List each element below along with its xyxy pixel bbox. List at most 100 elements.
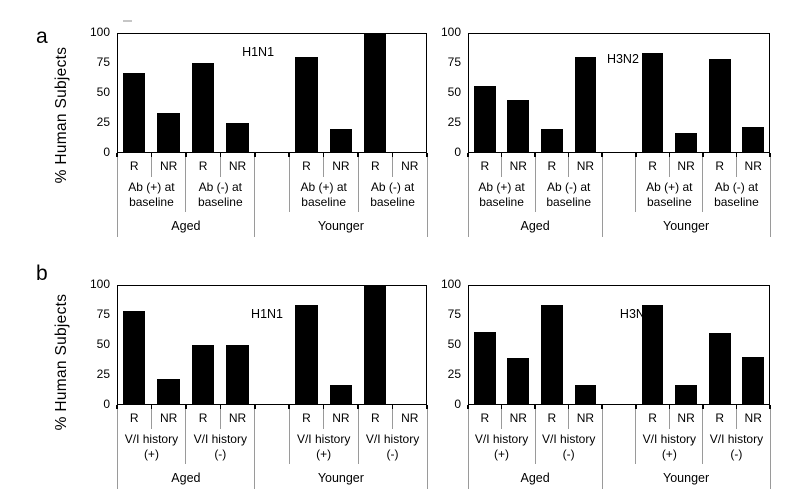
x-axis-tick xyxy=(426,405,428,409)
x-axis-footer: R NR Ab (+) at baseline R NR Ab (-) at baseline… xyxy=(116,153,428,238)
footer-divider xyxy=(116,405,118,489)
plot-frame xyxy=(468,33,770,153)
x-axis-tick xyxy=(185,153,187,157)
bar-slot xyxy=(535,33,569,153)
bar-slot xyxy=(502,33,536,153)
plot-area: H1N1 xyxy=(117,285,427,405)
bar-r xyxy=(191,345,215,405)
bar-nr xyxy=(226,345,249,405)
bar-nr xyxy=(226,123,249,153)
bar-slot xyxy=(569,285,603,405)
bar-r xyxy=(191,63,215,153)
footer-divider xyxy=(426,405,428,489)
subgroup-label: V/I history (-) xyxy=(703,430,770,464)
bar-category-label: NR xyxy=(744,159,762,173)
y-tick-label: 25 xyxy=(447,115,461,129)
subgroup-label-line: baseline xyxy=(370,195,415,209)
footer-divider xyxy=(357,405,359,464)
x-axis-tick xyxy=(219,153,222,157)
bar-r xyxy=(641,53,664,153)
bar-r xyxy=(540,305,563,405)
subgroup-label-line: (+) xyxy=(494,447,510,461)
footer-divider xyxy=(392,405,394,429)
x-axis-tick xyxy=(500,405,503,409)
footer-divider xyxy=(668,405,670,429)
y-tick-label: 75 xyxy=(96,307,110,321)
panel-a-letter: a xyxy=(36,25,48,48)
footer-divider xyxy=(735,405,737,429)
bar-slot xyxy=(636,285,670,405)
group-label: Younger xyxy=(317,219,364,233)
chart-title: H1N1 xyxy=(251,307,284,321)
subgroup-label: V/I history (+) xyxy=(117,430,186,464)
y-tick-label: 75 xyxy=(447,307,461,321)
y-tick-label: 25 xyxy=(447,367,461,381)
x-axis-tick xyxy=(391,405,394,409)
bar-r xyxy=(123,311,146,405)
footer-divider xyxy=(769,405,771,489)
panel-b-letter: b xyxy=(36,262,48,285)
y-tick-label: 75 xyxy=(96,55,110,69)
subgroup-label-line: V/I history xyxy=(709,432,764,446)
footer-divider xyxy=(568,153,570,177)
bar-category-label: NR xyxy=(228,159,247,173)
y-axis-title-a: % Human Subjects xyxy=(53,46,70,184)
group-label: Aged xyxy=(520,471,550,485)
bar-nr xyxy=(507,100,530,153)
bar-category-label: NR xyxy=(401,411,419,425)
subgroup-label-line: baseline xyxy=(129,195,174,209)
x-axis-tick xyxy=(702,405,704,409)
x-axis-tick xyxy=(534,405,536,409)
footer-divider xyxy=(601,405,603,489)
x-axis-tick xyxy=(467,153,469,157)
bar-nr xyxy=(742,126,765,153)
subgroup-label-line: baseline xyxy=(714,195,759,209)
bar-r xyxy=(708,333,731,405)
subgroup-label: V/I history (+) xyxy=(289,430,358,464)
x-axis-tick xyxy=(357,405,359,409)
chart-b-h3n2: H3N2 0 25 50 75 100 R NR V/I history (+) R NR V/I hi… xyxy=(441,277,771,489)
bar-nr xyxy=(675,384,698,405)
bar-slot xyxy=(117,285,151,405)
footer-divider xyxy=(185,153,187,212)
group-label: Younger xyxy=(663,219,710,233)
y-tick-label: 0 xyxy=(103,145,110,159)
footer-divider xyxy=(702,405,704,464)
bar-slot xyxy=(151,285,185,405)
footer-divider xyxy=(116,153,118,237)
bar-category-label: R xyxy=(480,411,490,425)
x-axis-tick xyxy=(357,153,359,157)
bar-nr xyxy=(574,384,597,405)
footer-divider xyxy=(467,153,469,237)
bar-category-label: R xyxy=(198,411,208,425)
footer-divider xyxy=(323,405,325,429)
footer-divider xyxy=(769,153,771,237)
y-tick-label: 100 xyxy=(440,277,461,291)
footer-divider xyxy=(467,405,469,489)
bar-slot xyxy=(117,33,151,153)
bar-category-label: R xyxy=(648,159,657,173)
y-tick-label: 50 xyxy=(447,337,461,351)
bar-slot xyxy=(535,285,569,405)
group-label: Aged xyxy=(171,219,201,233)
subgroup-label-line: baseline xyxy=(546,195,592,209)
x-axis-tick xyxy=(185,405,187,409)
subgroup-label-line: Ab (+) at xyxy=(646,180,693,194)
footer-divider xyxy=(534,153,536,212)
bar-category-label: R xyxy=(370,159,380,173)
y-tick-label: 0 xyxy=(454,397,461,411)
bar-nr xyxy=(157,113,180,153)
chart-title: H1N1 xyxy=(242,45,275,59)
bar-slot xyxy=(737,33,771,153)
footer-divider xyxy=(668,153,670,177)
x-axis-footer: R NR V/I history (+) R NR V/I history (-) Aged R N… xyxy=(116,405,428,490)
bar-nr xyxy=(157,378,180,405)
footer-divider xyxy=(392,153,394,177)
footer-divider xyxy=(219,153,221,177)
bar-category-label: NR xyxy=(677,159,695,173)
bar-category-label: NR xyxy=(332,159,350,173)
subgroup-label: Ab (-) at baseline xyxy=(358,178,427,212)
subgroup-label-line: Ab (+) at xyxy=(128,180,175,194)
bar-category-label: R xyxy=(129,159,139,173)
subgroup-label-line: (-) xyxy=(562,447,575,461)
